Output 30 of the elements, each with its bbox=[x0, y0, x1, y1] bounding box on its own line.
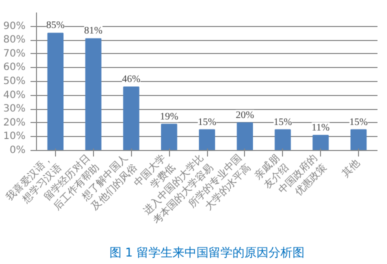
y-tick-label: 20% bbox=[3, 117, 26, 128]
data-label: 20% bbox=[236, 110, 254, 121]
y-tick-label: 40% bbox=[3, 90, 26, 101]
y-tick-label: 10% bbox=[3, 131, 26, 142]
data-label: 85% bbox=[46, 20, 65, 32]
data-label: 15% bbox=[198, 116, 216, 128]
bar bbox=[312, 134, 329, 150]
bar bbox=[274, 129, 291, 150]
data-label: 15% bbox=[349, 116, 368, 128]
bar bbox=[198, 129, 216, 150]
data-label: 46% bbox=[122, 74, 140, 86]
y-tick-label: 80% bbox=[3, 34, 26, 46]
data-label: 11% bbox=[312, 122, 330, 134]
bar bbox=[47, 32, 64, 150]
y-tick-label: 90% bbox=[3, 20, 26, 32]
bar bbox=[161, 124, 178, 150]
data-label: 81% bbox=[84, 26, 103, 37]
data-label: 19% bbox=[160, 111, 178, 122]
bar bbox=[85, 38, 102, 150]
data-label: 15% bbox=[274, 116, 292, 128]
y-tick-label: 70% bbox=[3, 48, 26, 60]
y-tick-label: 30% bbox=[3, 104, 26, 115]
bar bbox=[123, 86, 140, 150]
y-tick-label: 60% bbox=[3, 62, 26, 74]
y-tick-label: 50% bbox=[3, 76, 26, 87]
x-tick-label: 其他 bbox=[340, 156, 362, 180]
text: 图 1 留学生来中国留学的原因分析图 bbox=[109, 246, 305, 260]
bar bbox=[350, 129, 367, 150]
bar bbox=[236, 122, 253, 150]
y-tick-label: 0% bbox=[10, 145, 26, 156]
